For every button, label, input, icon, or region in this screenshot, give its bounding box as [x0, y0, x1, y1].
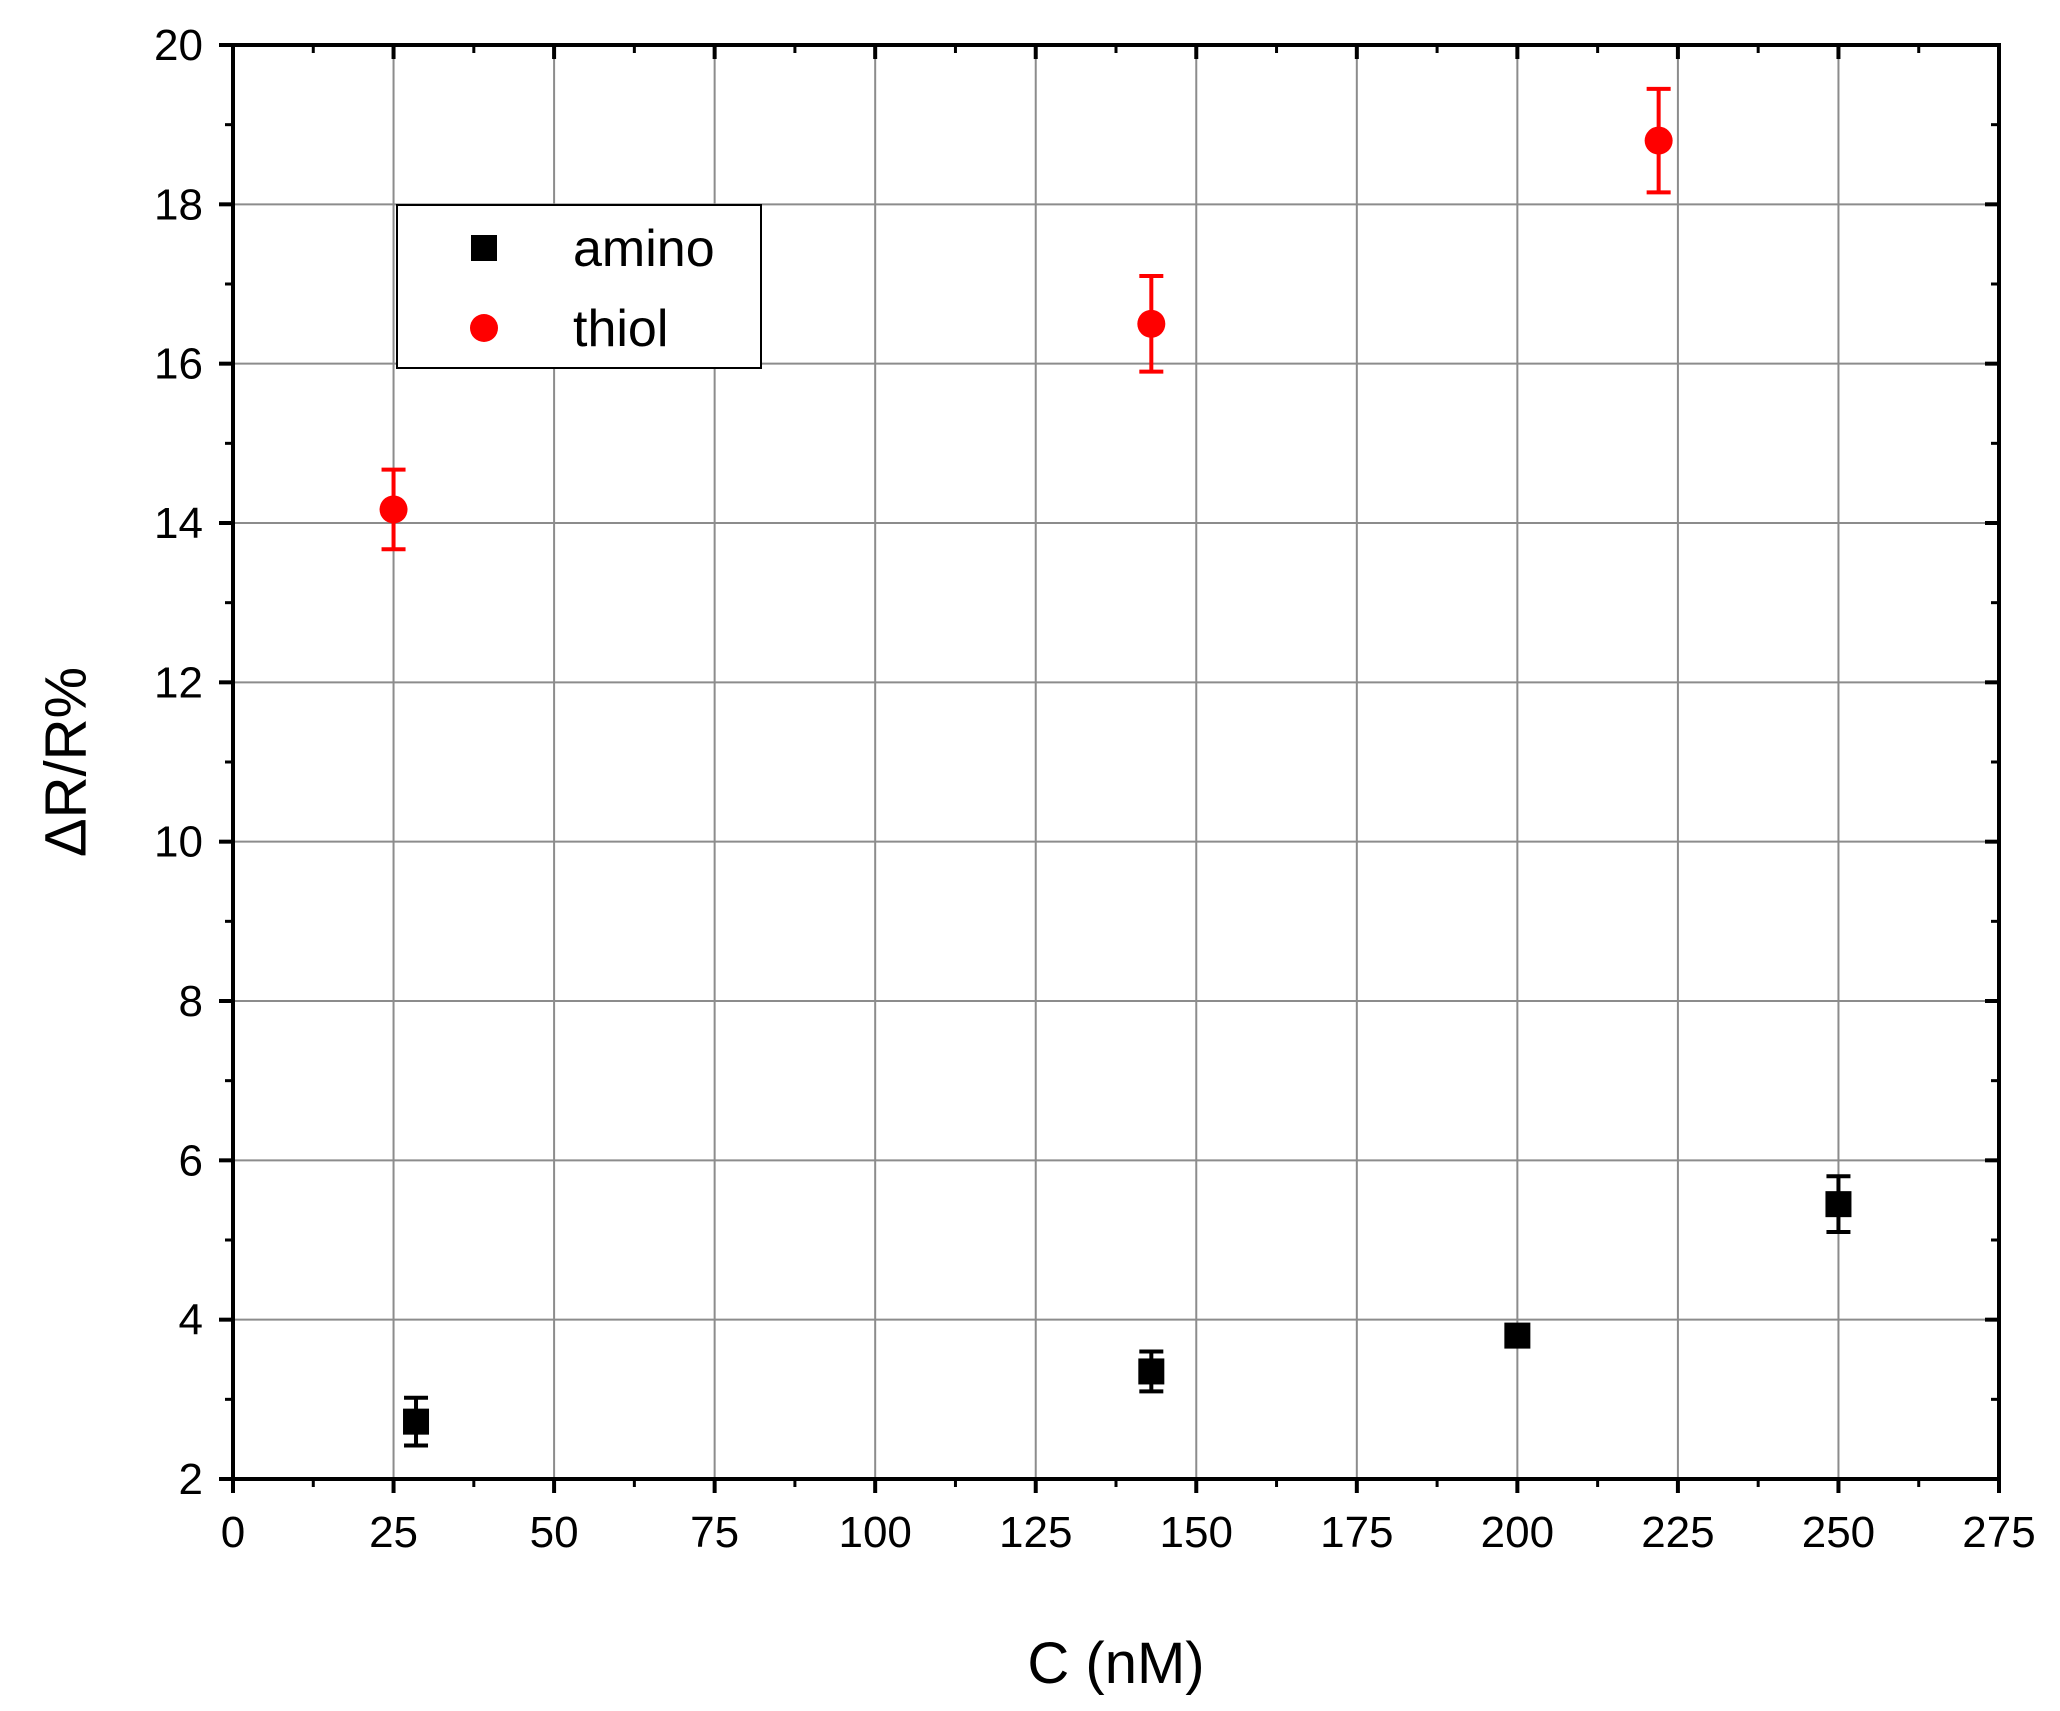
y-tick-label: 4 [179, 1296, 203, 1345]
y-tick-label: 14 [154, 499, 203, 548]
x-tick-label: 125 [999, 1508, 1072, 1557]
x-tick-label: 225 [1641, 1508, 1714, 1557]
legend-marker-thiol [470, 314, 498, 342]
y-tick-label: 12 [154, 658, 203, 707]
plot-frame [231, 43, 2001, 1481]
x-tick-label: 150 [1160, 1508, 1233, 1557]
legend-label-amino: amino [573, 220, 715, 278]
x-tick-label: 275 [1962, 1508, 2035, 1557]
legend: amino thiol [396, 204, 762, 369]
marker-amino [1825, 1191, 1852, 1218]
x-tick-label: 250 [1802, 1508, 1875, 1557]
x-tick-label: 200 [1481, 1508, 1554, 1557]
y-tick-label: 6 [179, 1136, 203, 1185]
x-tick-label: 75 [690, 1508, 739, 1557]
x-tick-label: 100 [838, 1508, 911, 1557]
y-tick-label: 20 [154, 21, 203, 70]
data-markers [379, 126, 1852, 1435]
y-tick-label: 18 [154, 180, 203, 229]
marker-thiol [379, 495, 408, 524]
y-tick-label: 16 [154, 340, 203, 389]
tick-labels: 0 25 50 75 100 125 150 175 200 225 250 275 2 4 6 8 10 12 1… [154, 21, 2036, 1557]
marker-amino [1138, 1358, 1165, 1385]
y-tick-label: 8 [179, 977, 203, 1026]
y-tick-label: 2 [179, 1455, 203, 1504]
x-tick-label: 0 [221, 1508, 245, 1557]
legend-marker-amino [471, 235, 497, 261]
legend-label-thiol: thiol [573, 300, 668, 358]
marker-thiol [1137, 309, 1166, 338]
y-tick-label: 10 [154, 818, 203, 867]
x-tick-label: 25 [369, 1508, 418, 1557]
marker-thiol [1644, 126, 1673, 155]
x-tick-label: 175 [1320, 1508, 1393, 1557]
y-axis-title: ΔR/R% [33, 667, 98, 857]
x-tick-label: 50 [530, 1508, 579, 1557]
marker-amino [1504, 1322, 1531, 1349]
marker-amino [403, 1408, 430, 1435]
legend-box [396, 204, 762, 369]
x-axis-title: C (nM) [1027, 1631, 1204, 1696]
